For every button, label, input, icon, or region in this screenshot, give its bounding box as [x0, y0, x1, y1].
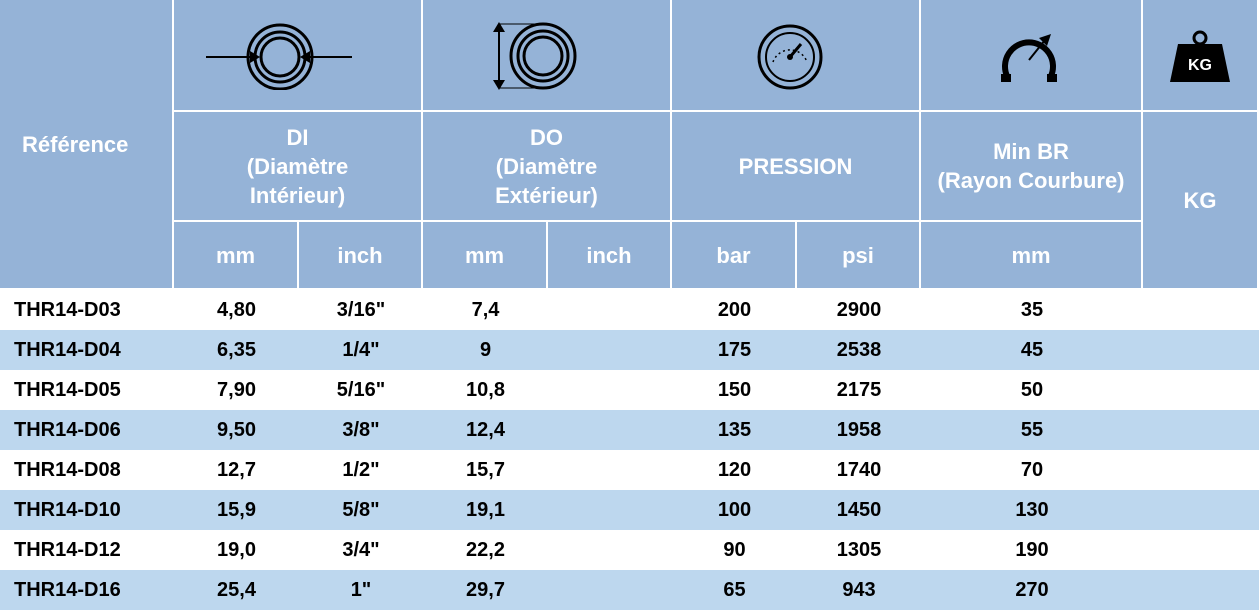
outer-diameter-icon: [493, 22, 577, 90]
pressure-gauge-icon: [757, 24, 823, 90]
reference-cell: THR14-D04: [14, 338, 121, 361]
value-cell: 9: [479, 338, 492, 361]
group-header: DO (Diamètre Extérieur): [423, 112, 672, 222]
value-cell: 2538: [836, 338, 882, 361]
row-bg: [0, 570, 1259, 610]
value-cell: 150: [717, 378, 752, 401]
unit-header: inch: [299, 222, 423, 290]
value-cell: 9,50: [217, 418, 256, 441]
value-cell: 1/4": [342, 338, 380, 361]
unit-header: mm: [174, 222, 299, 290]
group-header: Min BR (Rayon Courbure): [921, 112, 1143, 222]
value-cell: 50: [1020, 378, 1044, 401]
value-cell: 3/4": [342, 538, 380, 561]
value-cell: 12,4: [466, 418, 505, 441]
value-cell: 70: [1020, 458, 1044, 481]
header-line: Extérieur): [495, 182, 598, 208]
value-cell: 943: [842, 578, 876, 601]
value-cell: 55: [1020, 418, 1044, 441]
value-cell: 45: [1020, 338, 1044, 361]
icon-cell: [672, 0, 921, 112]
value-cell: 100: [717, 498, 752, 521]
reference-cell: THR14-D12: [14, 538, 121, 561]
row-bg: [0, 490, 1259, 530]
value-cell: 4,80: [217, 298, 256, 321]
header-line: Min BR: [993, 139, 1069, 164]
reference-cell: THR14-D05: [14, 378, 121, 401]
row-bg: [0, 370, 1259, 410]
value-cell: 22,2: [466, 538, 505, 561]
reference-cell: THR14-D10: [14, 498, 121, 521]
icon-cell: [423, 0, 672, 112]
value-cell: 12,7: [217, 458, 256, 481]
value-cell: 65: [723, 578, 746, 601]
weight-icon-label: KG: [1188, 57, 1212, 74]
value-cell: 10,8: [466, 378, 505, 401]
value-cell: 35: [1020, 298, 1044, 321]
header-line: Intérieur): [249, 182, 346, 208]
row-bg: [0, 530, 1259, 570]
value-cell: 6,35: [217, 338, 256, 361]
value-cell: 270: [1015, 578, 1049, 601]
value-cell: 90: [723, 538, 746, 561]
row-bg: [0, 330, 1259, 370]
value-cell: 25,4: [217, 578, 256, 601]
value-cell: 1450: [836, 498, 882, 521]
reference-cell: THR14-D03: [14, 298, 121, 321]
group-header: DI (Diamètre Intérieur): [174, 112, 423, 222]
header-line: (Rayon Courbure): [937, 168, 1125, 193]
value-cell: 19,1: [466, 498, 505, 521]
unit-header: mm: [921, 222, 1143, 290]
value-cell: 200: [717, 298, 752, 321]
value-cell: 3/8": [342, 418, 380, 441]
header-line: (Diamètre: [246, 153, 349, 179]
value-cell: 135: [717, 418, 752, 441]
value-cell: 1305: [836, 538, 882, 561]
reference-cell: THR14-D08: [14, 458, 121, 481]
unit-header: inch: [548, 222, 672, 290]
value-cell: 5/8": [342, 498, 380, 521]
weight-icon: KG: [1170, 30, 1230, 82]
value-cell: 190: [1015, 538, 1049, 561]
value-cell: 7,90: [217, 378, 256, 401]
row-bg: [0, 450, 1259, 490]
value-cell: 29,7: [466, 578, 505, 601]
header-line: DO: [530, 124, 563, 150]
value-cell: 15,9: [217, 498, 256, 521]
header-line: DI: [286, 124, 309, 150]
unit-header: bar: [672, 222, 797, 290]
kg-header: KG: [1143, 112, 1259, 290]
value-cell: 5/16": [336, 378, 386, 401]
row-bg: [0, 410, 1259, 450]
value-cell: 130: [1015, 498, 1049, 521]
value-cell: 2900: [836, 298, 882, 321]
value-cell: 1958: [836, 418, 882, 441]
value-cell: 1": [350, 578, 372, 601]
header-line: PRESSION: [738, 153, 853, 179]
value-cell: 3/16": [336, 298, 386, 321]
value-cell: 19,0: [217, 538, 256, 561]
header-line: (Diamètre: [495, 153, 598, 179]
unit-header: mm: [423, 222, 548, 290]
row-bg: [0, 290, 1259, 330]
reference-cell: THR14-D16: [14, 578, 121, 601]
group-header: PRESSION: [672, 112, 921, 222]
value-cell: 2175: [836, 378, 882, 401]
inner-diameter-icon: [206, 23, 352, 90]
value-cell: 120: [717, 458, 752, 481]
reference-cell: THR14-D06: [14, 418, 121, 441]
bend-radius-icon: [1001, 34, 1057, 82]
unit-header: psi: [797, 222, 921, 290]
value-cell: 15,7: [466, 458, 505, 481]
reference-header: Référence: [0, 0, 174, 290]
value-cell: 175: [717, 338, 752, 361]
value-cell: 7,4: [471, 298, 500, 321]
value-cell: 1740: [836, 458, 882, 481]
value-cell: 1/2": [342, 458, 380, 481]
